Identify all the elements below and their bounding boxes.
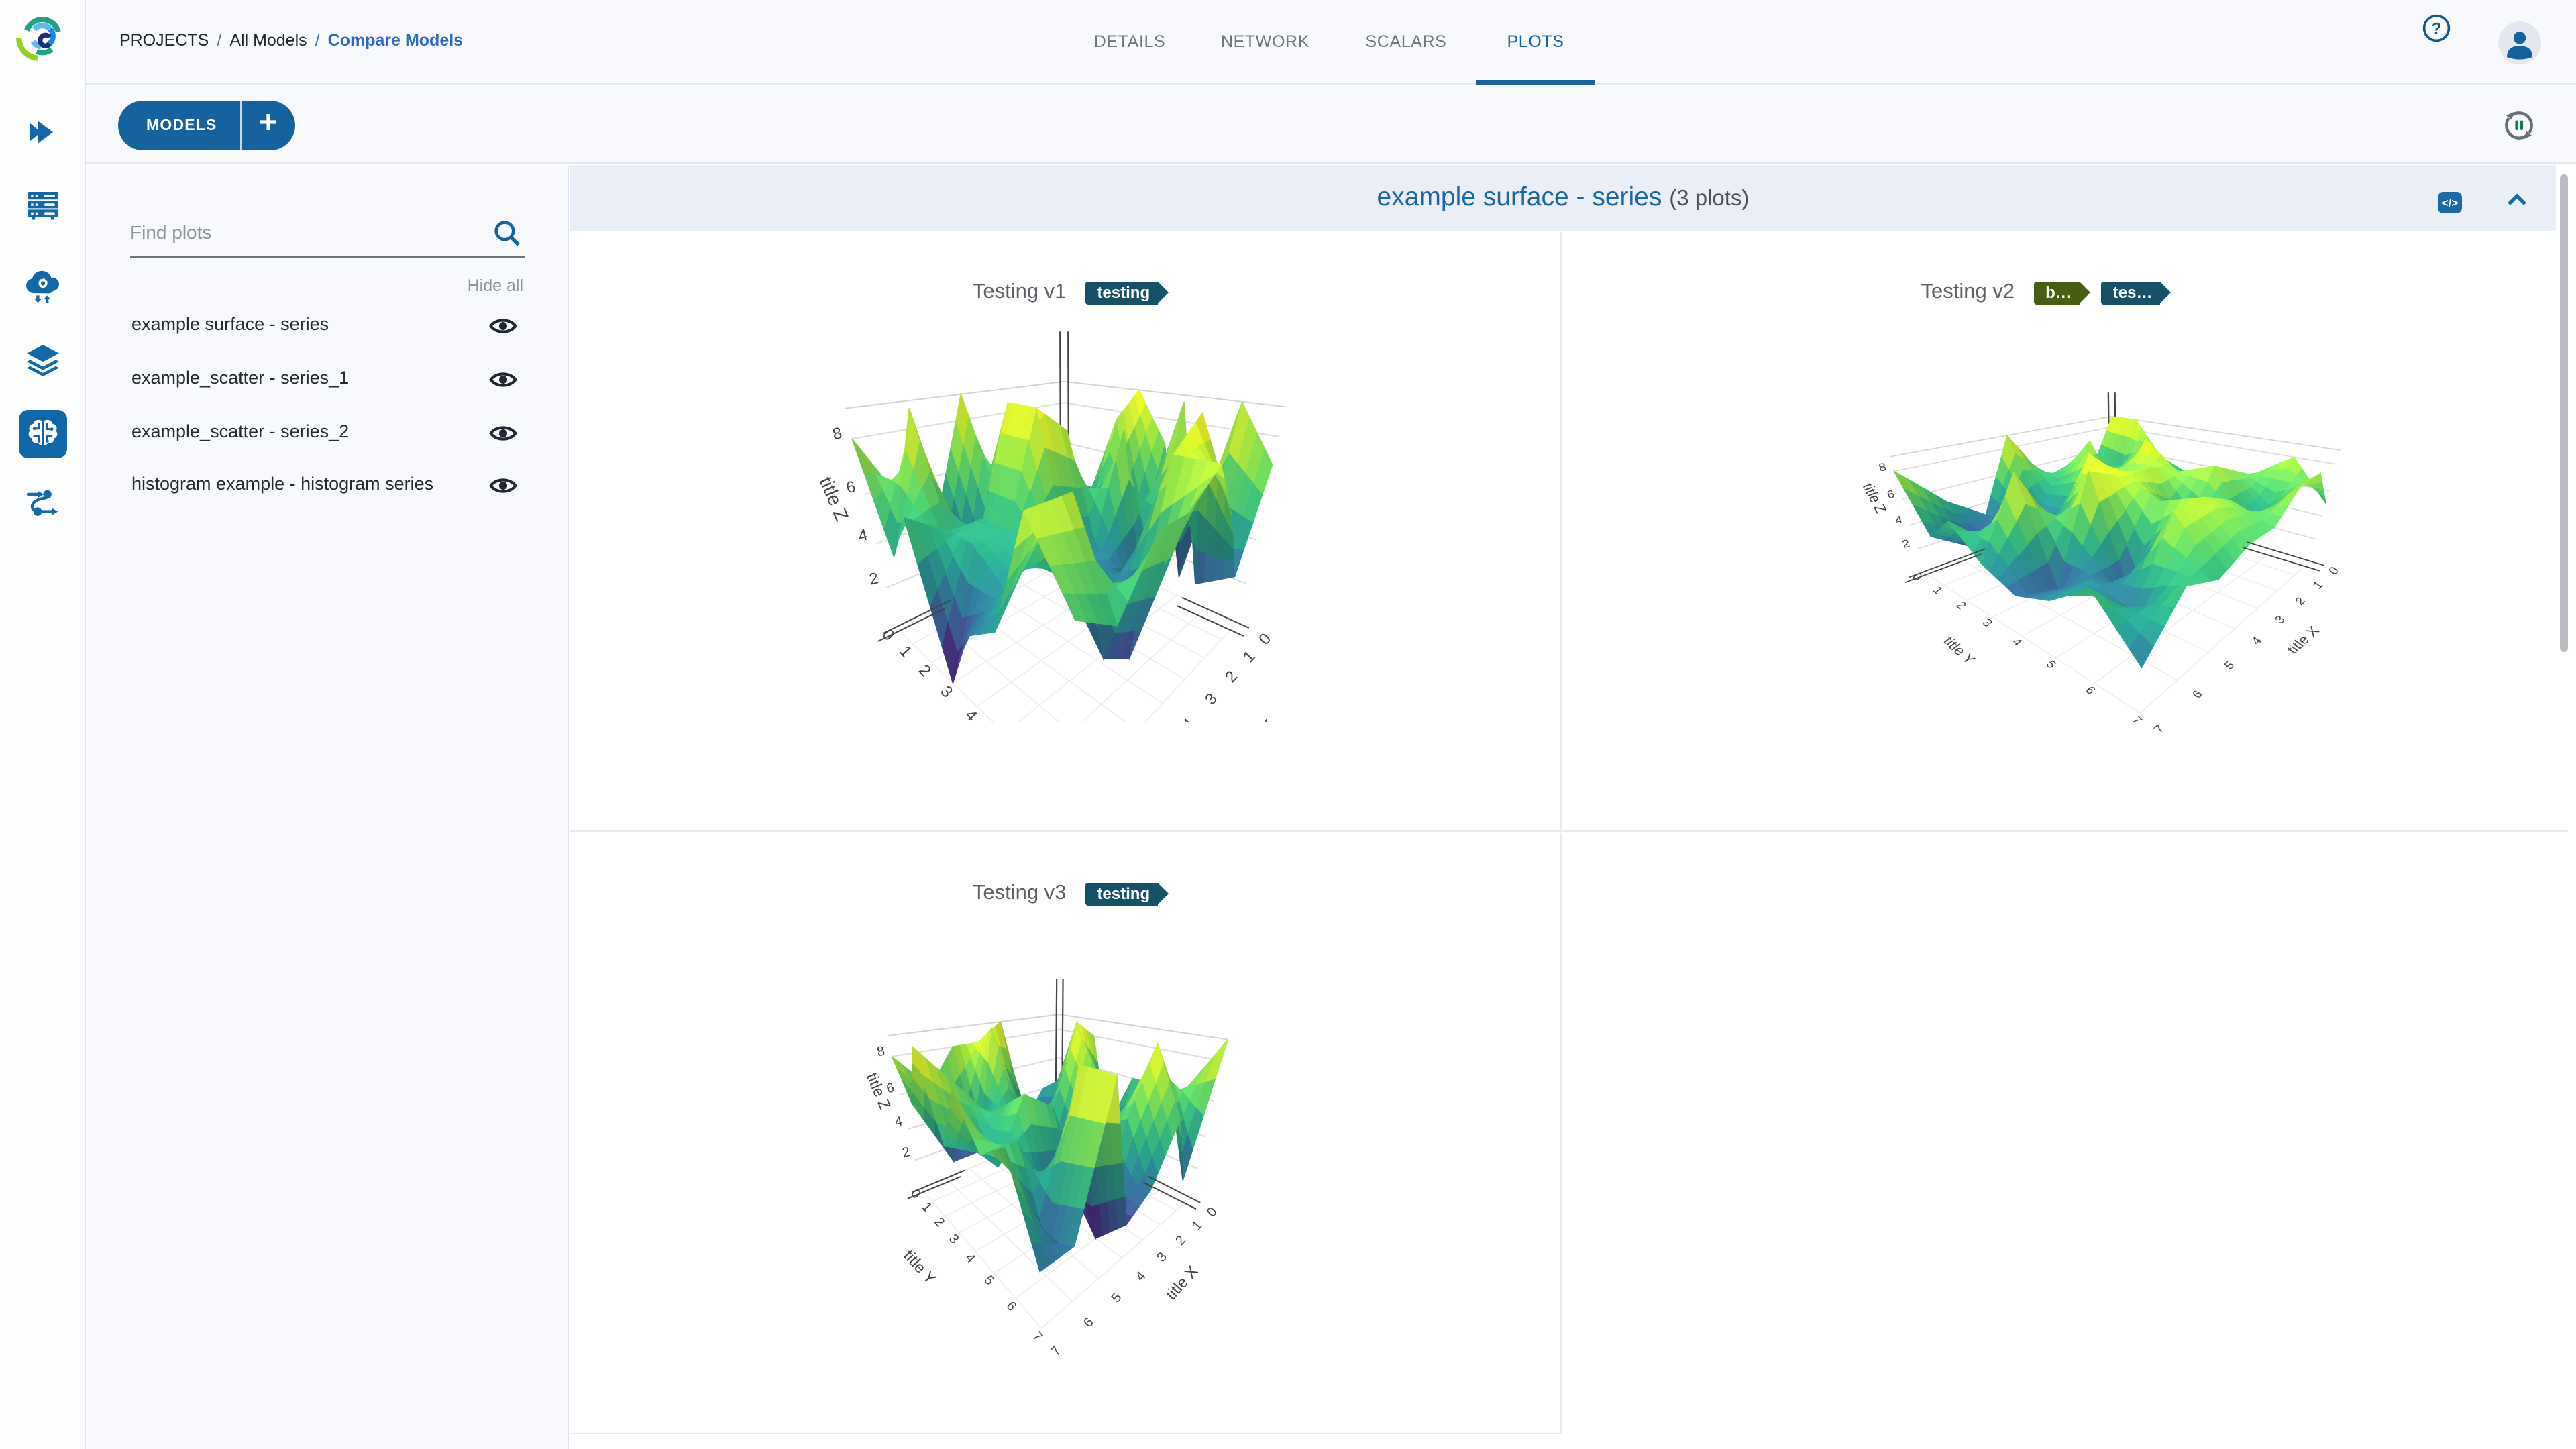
svg-text:0: 0 (878, 626, 898, 645)
svg-text:1: 1 (1189, 1218, 1205, 1233)
svg-text:3: 3 (1154, 1250, 1170, 1265)
svg-text:5: 5 (2043, 658, 2059, 671)
svg-text:1: 1 (896, 643, 915, 661)
svg-text:2: 2 (2292, 595, 2308, 608)
svg-text:7: 7 (1048, 1344, 1064, 1359)
svg-text:title X: title X (1162, 1262, 1201, 1303)
svg-text:8: 8 (1877, 461, 1888, 474)
svg-text:title Y: title Y (863, 721, 910, 722)
svg-text:2: 2 (915, 661, 934, 680)
svg-text:5: 5 (981, 1273, 998, 1288)
svg-text:3: 3 (1980, 616, 1996, 629)
svg-text:2: 2 (1173, 1233, 1189, 1248)
svg-text:4: 4 (1893, 513, 1904, 526)
svg-text:5: 5 (1109, 1290, 1125, 1305)
svg-text:4: 4 (2009, 636, 2025, 649)
svg-text:3: 3 (1201, 690, 1221, 708)
svg-text:0: 0 (1909, 570, 1925, 583)
svg-text:title X: title X (2284, 624, 2322, 657)
svg-text:2: 2 (931, 1214, 947, 1230)
svg-text:7: 7 (1029, 1329, 1045, 1344)
svg-text:?: ? (2432, 19, 2442, 38)
svg-text:2: 2 (901, 1144, 912, 1161)
svg-text:3: 3 (936, 682, 956, 701)
svg-text:0: 0 (1255, 630, 1275, 649)
svg-text:title Y: title Y (1940, 635, 1978, 667)
svg-text:6: 6 (2190, 688, 2206, 701)
svg-text:6: 6 (1003, 1299, 1019, 1314)
svg-text:3: 3 (946, 1232, 962, 1247)
svg-text:3: 3 (2272, 613, 2288, 626)
svg-text:4: 4 (961, 706, 981, 722)
svg-text:1: 1 (1240, 647, 1259, 666)
svg-text:6: 6 (1081, 1315, 1097, 1330)
svg-text:8: 8 (831, 424, 844, 443)
svg-text:0: 0 (908, 1186, 924, 1201)
svg-text:4: 4 (962, 1250, 978, 1266)
svg-text:2: 2 (1222, 667, 1241, 686)
svg-text:2: 2 (1900, 537, 1911, 550)
svg-text:7: 7 (2129, 714, 2145, 727)
svg-text:2: 2 (1953, 599, 1970, 612)
svg-text:1: 1 (1930, 584, 1946, 597)
svg-text:4: 4 (857, 526, 869, 545)
svg-text:title Z: title Z (1859, 481, 1889, 515)
svg-text:6: 6 (1886, 488, 1896, 500)
svg-text:6: 6 (2083, 684, 2099, 697)
svg-text:0: 0 (1204, 1204, 1220, 1220)
svg-text:7: 7 (2151, 722, 2167, 735)
svg-text:6: 6 (885, 1081, 896, 1097)
svg-text:4: 4 (1133, 1269, 1149, 1284)
svg-text:4: 4 (1179, 715, 1198, 722)
svg-text:8: 8 (875, 1044, 886, 1060)
svg-text:title X: title X (1233, 716, 1280, 722)
svg-text:title Y: title Y (900, 1246, 939, 1287)
svg-text:4: 4 (894, 1114, 904, 1130)
svg-text:2: 2 (867, 569, 880, 588)
svg-text:0: 0 (2326, 564, 2342, 577)
svg-text:4: 4 (2249, 635, 2265, 647)
svg-text:5: 5 (2221, 659, 2237, 672)
svg-text:1: 1 (2310, 579, 2326, 592)
svg-text:6: 6 (845, 478, 857, 497)
svg-text:1: 1 (919, 1199, 935, 1215)
